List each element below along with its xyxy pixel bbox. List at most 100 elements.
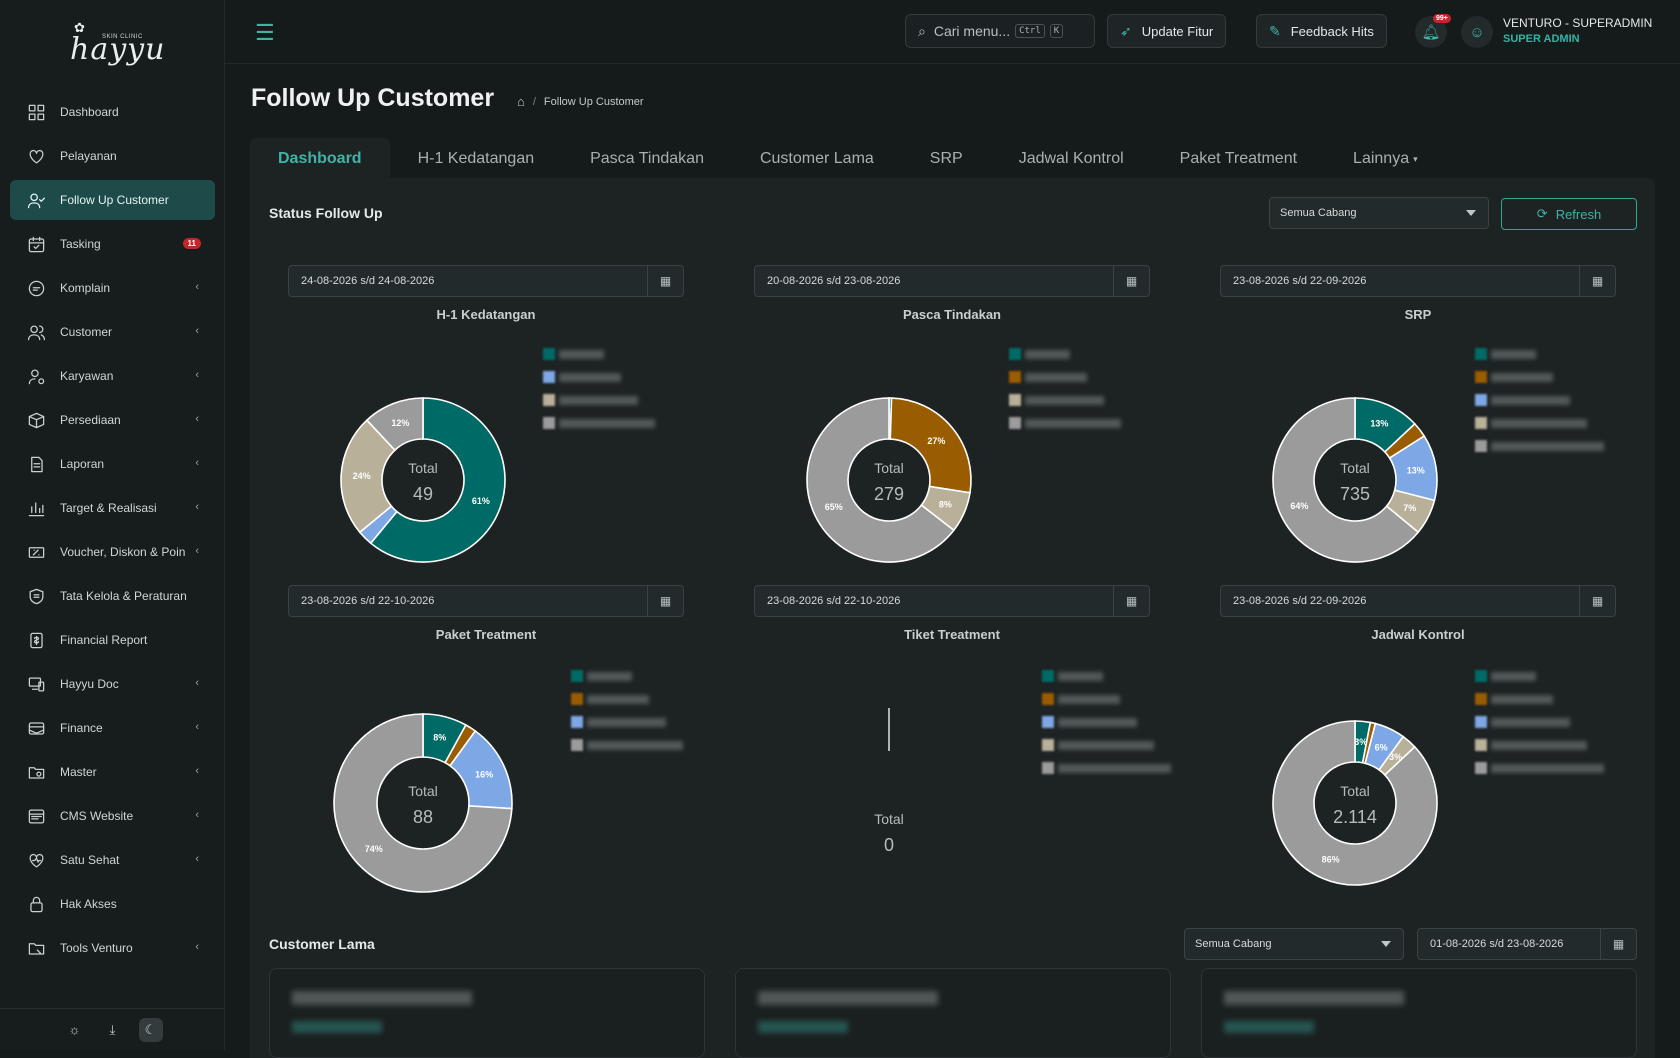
chart-card-srp: 23-08-2026 s/d 22-09-2026 ▦ SRP 13% 13% 7% 64%… xyxy=(1220,265,1616,565)
sidebar-item-financial-report[interactable]: Financial Report xyxy=(10,620,215,660)
date-range-input[interactable]: 23-08-2026 s/d 22-10-2026 ▦ xyxy=(288,585,684,617)
legend-item[interactable] xyxy=(1475,690,1605,708)
legend-item[interactable] xyxy=(1475,368,1605,386)
customer-lama-card xyxy=(269,968,705,1058)
sidebar-item-target-realisasi[interactable]: Target & Realisasi ‹ xyxy=(10,488,215,528)
donut-slice[interactable] xyxy=(333,713,513,893)
sidebar-item-tata-kelola-peraturan[interactable]: Tata Kelola & Peraturan xyxy=(10,576,215,616)
sidebar-item-voucher-diskon-poin[interactable]: Voucher, Diskon & Poin ‹ xyxy=(10,532,215,572)
tab-dashboard[interactable]: Dashboard xyxy=(250,138,390,180)
legend-item[interactable] xyxy=(1475,759,1605,777)
legend-item[interactable] xyxy=(571,713,701,731)
legend-item[interactable] xyxy=(571,667,701,685)
sidebar-item-dashboard[interactable]: Dashboard xyxy=(10,92,215,132)
tab-pasca-tindakan[interactable]: Pasca Tindakan xyxy=(562,138,732,180)
update-feature-button[interactable]: ➶ Update Fitur xyxy=(1107,14,1227,48)
sidebar-item-laporan[interactable]: Laporan ‹ xyxy=(10,444,215,484)
legend-item[interactable] xyxy=(543,368,673,386)
legend-item[interactable] xyxy=(1475,345,1605,363)
sidebar-item-hak-akses[interactable]: Hak Akses xyxy=(10,884,215,924)
legend-item[interactable] xyxy=(1009,345,1139,363)
legend-item[interactable] xyxy=(571,736,701,754)
branch-select[interactable]: Semua Cabang xyxy=(1269,197,1489,229)
sidebar-item-hayyu-doc[interactable]: Hayyu Doc ‹ xyxy=(10,664,215,704)
tab-paket-treatment[interactable]: Paket Treatment xyxy=(1152,138,1325,180)
calendar-icon[interactable]: ▦ xyxy=(1579,586,1615,616)
sidebar-item-persediaan[interactable]: Persediaan ‹ xyxy=(10,400,215,440)
sidebar-collapse-icon[interactable]: ☰ xyxy=(255,20,275,45)
sidebar-item-pelayanan[interactable]: Pelayanan xyxy=(10,136,215,176)
moon-icon[interactable]: ☾ xyxy=(138,1017,163,1042)
legend-item[interactable] xyxy=(1042,759,1172,777)
calendar-icon[interactable]: ▦ xyxy=(647,266,683,296)
sidebar-item-karyawan[interactable]: Karyawan ‹ xyxy=(10,356,215,396)
legend-item[interactable] xyxy=(543,414,673,432)
legend-item[interactable] xyxy=(1009,368,1139,386)
search-input[interactable]: ⌕ Cari menu... Ctrl K xyxy=(905,14,1095,48)
sidebar-item-customer[interactable]: Customer ‹ xyxy=(10,312,215,352)
sun-icon[interactable]: ☼ xyxy=(68,1022,81,1037)
legend-item[interactable] xyxy=(1009,414,1139,432)
donut-slice[interactable] xyxy=(365,397,424,452)
legend-item[interactable] xyxy=(543,391,673,409)
calendar-icon[interactable]: ▦ xyxy=(647,586,683,616)
refresh-button[interactable]: ⟳ Refresh xyxy=(1501,198,1637,230)
donut-slice[interactable] xyxy=(1272,720,1438,886)
feedback-button[interactable]: ✎ Feedback Hits xyxy=(1256,14,1387,48)
date-range-input[interactable]: 23-08-2026 s/d 22-09-2026 ▦ xyxy=(1220,265,1616,297)
calendar-icon[interactable]: ▦ xyxy=(1600,929,1636,959)
home-icon[interactable]: ⌂ xyxy=(517,94,525,109)
legend-item[interactable] xyxy=(1042,713,1172,731)
sidebar-item-master[interactable]: Master ‹ xyxy=(10,752,215,792)
legend-item[interactable] xyxy=(1042,690,1172,708)
legend-item[interactable] xyxy=(1475,414,1605,432)
sidebar-item-label: Karyawan xyxy=(60,369,114,383)
legend-item[interactable] xyxy=(1042,736,1172,754)
sidebar-item-cms-website[interactable]: CMS Website ‹ xyxy=(10,796,215,836)
chart-total: Total 49 xyxy=(373,460,473,505)
donut-slice[interactable] xyxy=(340,419,397,534)
date-range-input[interactable]: 23-08-2026 s/d 22-10-2026 ▦ xyxy=(754,585,1150,617)
user-name[interactable]: VENTURO - SUPERADMIN xyxy=(1503,16,1653,30)
user-avatar-icon[interactable]: ☺ xyxy=(1461,16,1493,48)
tab-jadwal-kontrol[interactable]: Jadwal Kontrol xyxy=(991,138,1152,180)
sidebar-item-finance[interactable]: Finance ‹ xyxy=(10,708,215,748)
date-range-input[interactable]: 20-08-2026 s/d 23-08-2026 ▦ xyxy=(754,265,1150,297)
legend-item[interactable] xyxy=(543,345,673,363)
date-range-input[interactable]: 24-08-2026 s/d 24-08-2026 ▦ xyxy=(288,265,684,297)
calendar-icon[interactable]: ▦ xyxy=(1579,266,1615,296)
tab-h-1-kedatangan[interactable]: H-1 Kedatangan xyxy=(390,138,563,180)
donut-slice[interactable] xyxy=(889,397,972,494)
notification-bell-icon[interactable]: 🔔︎ 99+ xyxy=(1415,14,1451,48)
legend-item[interactable] xyxy=(1009,391,1139,409)
brand-logo[interactable]: ✿ SKIN CLINIC hayyu xyxy=(70,18,164,68)
sidebar-item-tasking[interactable]: Tasking 11 xyxy=(10,224,215,264)
customer-lama-date-input[interactable]: 01-08-2026 s/d 23-08-2026 ▦ xyxy=(1417,928,1637,960)
donut-slice[interactable] xyxy=(369,397,506,563)
tab-lainnya[interactable]: Lainnya ▾ xyxy=(1325,138,1446,180)
chart-title: Tiket Treatment xyxy=(904,627,1000,642)
slice-label: 3% xyxy=(1389,752,1402,762)
calendar-icon[interactable]: ▦ xyxy=(1113,586,1149,616)
legend-item[interactable] xyxy=(1475,437,1605,455)
tab-srp[interactable]: SRP xyxy=(902,138,991,180)
total-value: 49 xyxy=(412,484,434,504)
legend-item[interactable] xyxy=(1475,667,1605,685)
customer-lama-branch-select[interactable]: Semua Cabang xyxy=(1184,928,1404,960)
legend-item[interactable] xyxy=(1475,736,1605,754)
legend-item[interactable] xyxy=(571,690,701,708)
legend-item[interactable] xyxy=(1475,713,1605,731)
legend-item[interactable] xyxy=(1475,391,1605,409)
sidebar-item-tools-venturo[interactable]: Tools Venturo ‹ xyxy=(10,928,215,968)
sidebar-item-follow-up-customer[interactable]: Follow Up Customer xyxy=(10,180,215,220)
legend-item[interactable] xyxy=(1042,667,1172,685)
donut-slice[interactable] xyxy=(1272,397,1420,563)
sidebar-item-satu-sehat[interactable]: Satu Sehat ‹ xyxy=(10,840,215,880)
tab-customer-lama[interactable]: Customer Lama xyxy=(732,138,902,180)
date-range-input[interactable]: 23-08-2026 s/d 22-09-2026 ▦ xyxy=(1220,585,1616,617)
calendar-icon[interactable]: ▦ xyxy=(1113,266,1149,296)
donut-slice[interactable] xyxy=(806,397,955,563)
sidebar-item-label: Komplain xyxy=(60,281,111,295)
sidebar-item-komplain[interactable]: Komplain ‹ xyxy=(10,268,215,308)
download-icon[interactable]: ⤓ xyxy=(109,1021,116,1037)
